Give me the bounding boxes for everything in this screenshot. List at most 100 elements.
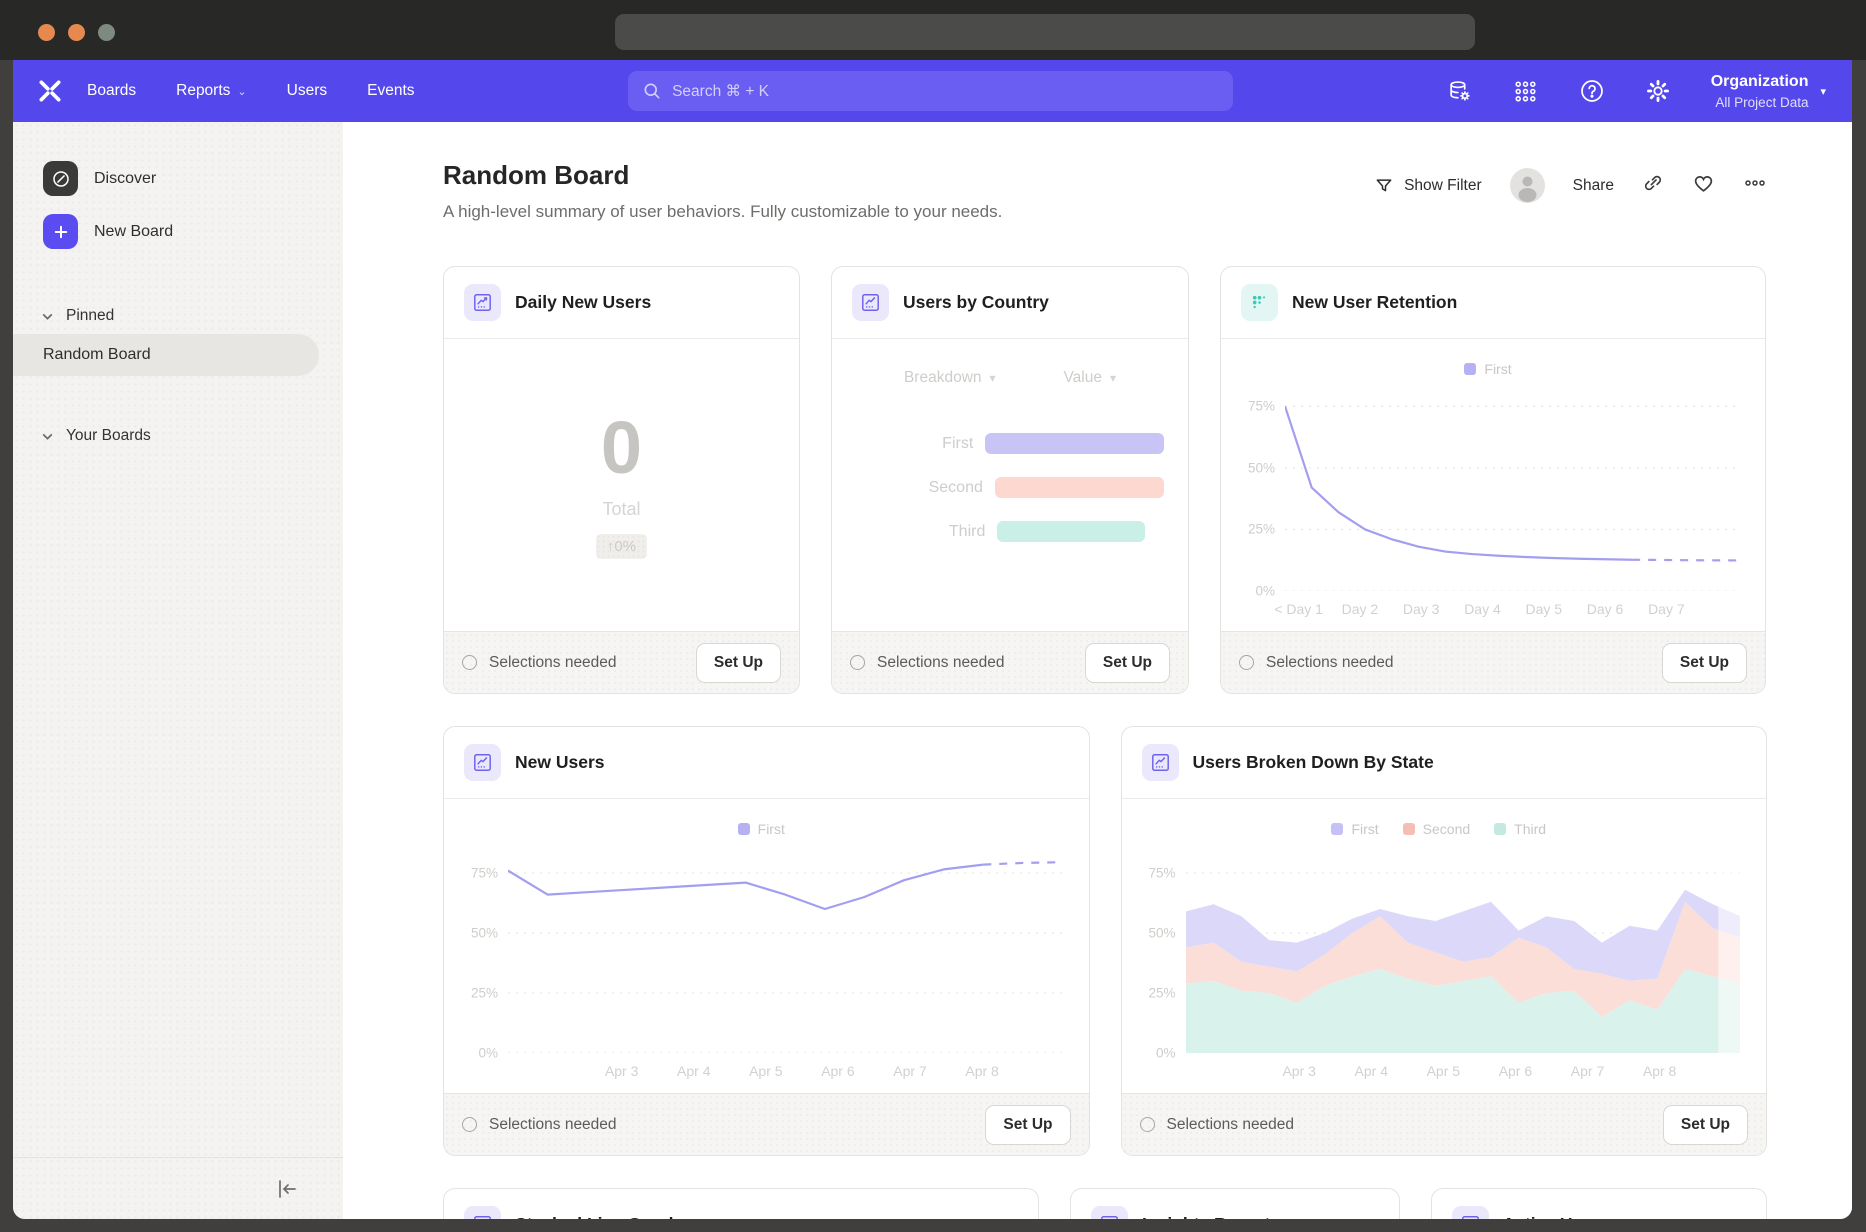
line-chart-icon <box>1452 1206 1489 1219</box>
card-users-by-state: Users Broken Down By State FirstSecondTh… <box>1121 726 1768 1156</box>
legend-swatch <box>738 823 750 835</box>
sidebar-section-pinned[interactable]: Pinned <box>13 298 343 334</box>
nav-item-users[interactable]: Users <box>287 82 327 100</box>
cards-row-3: Stacked Line Graph <box>443 1188 1767 1219</box>
card-footer: Selections needed Set Up <box>832 631 1188 693</box>
page-subtitle: A high-level summary of user behaviors. … <box>443 202 1002 222</box>
apps-grid-icon[interactable] <box>1513 78 1539 104</box>
y-axis-label: 0% <box>1255 584 1275 599</box>
card-daily-new-users: Daily New Users 0 Total ↑0% <box>443 266 800 694</box>
chart-canvas <box>508 849 1063 1053</box>
radio-circle-icon <box>1140 1117 1155 1132</box>
org-subtitle: All Project Data <box>1711 95 1809 110</box>
nav-item-boards[interactable]: Boards <box>87 82 136 100</box>
x-axis-label: Day 7 <box>1648 601 1685 617</box>
breakdown-dropdown[interactable]: Breakdown ▾ <box>904 369 996 387</box>
share-button[interactable]: Share <box>1573 177 1614 195</box>
window-close-button[interactable] <box>38 24 55 41</box>
nav-right-icons: Organization All Project Data ▾ <box>1447 73 1826 110</box>
card-new-user-retention: New User Retention First75%50%25%0%< Day… <box>1220 266 1766 694</box>
card-title: New Users <box>515 752 605 773</box>
card-header: Daily New Users <box>444 267 799 339</box>
legend-item: First <box>1331 821 1378 837</box>
favorite-heart-icon[interactable] <box>1692 172 1715 200</box>
bar <box>997 521 1145 542</box>
x-axis-label: Day 5 <box>1525 601 1562 617</box>
x-axis-label: Apr 8 <box>965 1063 998 1079</box>
board-header: Random Board A high-level summary of use… <box>443 160 1767 222</box>
metric-label: Total <box>602 499 640 520</box>
set-up-button[interactable]: Set Up <box>1085 643 1170 683</box>
data-settings-icon[interactable] <box>1447 78 1473 104</box>
x-axis-label: Day 3 <box>1403 601 1440 617</box>
nav-item-label: Reports <box>176 82 230 100</box>
set-up-button[interactable]: Set Up <box>985 1105 1070 1145</box>
radio-circle-icon <box>1239 655 1254 670</box>
chevron-down-icon: ▾ <box>1820 85 1826 98</box>
radio-circle-icon <box>462 1117 477 1132</box>
legend-item: Third <box>1494 821 1546 837</box>
set-up-button[interactable]: Set Up <box>1662 643 1747 683</box>
card-active-users: Active Users <box>1431 1188 1767 1219</box>
board-header-text: Random Board A high-level summary of use… <box>443 160 1002 222</box>
bar-row: Third <box>856 521 1164 542</box>
mixpanel-logo-icon[interactable] <box>13 78 87 104</box>
card-new-users: New Users First75%50%25%0%Apr 3Apr 4Apr … <box>443 726 1090 1156</box>
radio-circle-icon <box>462 655 477 670</box>
retention-line-chart: First75%50%25%0%< Day 1Day 2Day 3Day 4Da… <box>1237 355 1739 623</box>
window-minimize-button[interactable] <box>68 24 85 41</box>
line-chart-icon <box>464 1206 501 1219</box>
board-actions: Show Filter Share <box>1374 168 1767 203</box>
card-header: New Users <box>444 727 1089 799</box>
cards-grid: Daily New Users 0 Total ↑0% <box>443 266 1767 1219</box>
y-axis-label: 75% <box>1148 866 1175 881</box>
help-icon[interactable] <box>1579 78 1605 104</box>
status-text: Selections needed <box>877 654 1005 672</box>
line-chart-icon <box>1091 1206 1128 1219</box>
value-dropdown[interactable]: Value ▾ <box>1063 369 1116 387</box>
bar-label: Second <box>856 479 983 497</box>
radio-circle-icon <box>850 655 865 670</box>
more-options-icon[interactable] <box>1743 171 1767 200</box>
collapse-sidebar-icon[interactable] <box>275 1177 299 1201</box>
sidebar-section-your-boards[interactable]: Your Boards <box>13 418 343 454</box>
chart-controls: Breakdown ▾ Value ▾ <box>856 369 1164 387</box>
window-zoom-button[interactable] <box>98 24 115 41</box>
chart-canvas <box>1186 849 1741 1053</box>
sidebar-item-label: Discover <box>94 170 156 188</box>
address-bar[interactable] <box>615 14 1475 50</box>
show-filter-button[interactable]: Show Filter <box>1374 176 1482 196</box>
avatar[interactable] <box>1510 168 1545 203</box>
sidebar-item-new-board[interactable]: New Board <box>13 205 343 258</box>
x-axis-label: Apr 6 <box>821 1063 854 1079</box>
screenshot-canvas: Boards Reports⌄ Users Events Search ⌘ + … <box>0 0 1866 1232</box>
nav-item-events[interactable]: Events <box>367 82 414 100</box>
search-input[interactable]: Search ⌘ + K <box>628 71 1233 111</box>
nav-item-reports[interactable]: Reports⌄ <box>176 82 247 100</box>
copy-link-icon[interactable] <box>1642 172 1664 199</box>
org-selector[interactable]: Organization All Project Data ▾ <box>1711 73 1826 110</box>
legend-swatch <box>1494 823 1506 835</box>
set-up-button[interactable]: Set Up <box>1663 1105 1748 1145</box>
bar-label: Third <box>856 523 985 541</box>
card-header: New User Retention <box>1221 267 1765 339</box>
sidebar-item-random-board[interactable]: Random Board <box>13 334 319 376</box>
sidebar-item-label: New Board <box>94 223 173 241</box>
legend-label: First <box>1351 821 1378 837</box>
new-users-line-chart: First75%50%25%0%Apr 3Apr 4Apr 5Apr 6Apr … <box>460 815 1063 1085</box>
x-axis-label: Apr 8 <box>1643 1063 1676 1079</box>
sidebar-item-discover[interactable]: Discover <box>13 152 343 205</box>
nav-item-label: Users <box>287 82 327 100</box>
y-axis-labels: 75%50%25%0% <box>1138 849 1186 1053</box>
metric-value: 0 <box>601 411 642 485</box>
bar-row: First <box>856 433 1164 454</box>
x-axis-label: < Day 1 <box>1274 601 1323 617</box>
board-main: Random Board A high-level summary of use… <box>343 122 1852 1219</box>
settings-gear-icon[interactable] <box>1645 78 1671 104</box>
cards-row-1: Daily New Users 0 Total ↑0% <box>443 266 1767 694</box>
x-axis-label: Apr 7 <box>893 1063 926 1079</box>
card-users-by-country: Users by Country Breakdown ▾ Value <box>831 266 1189 694</box>
card-footer: Selections needed Set Up <box>1221 631 1765 693</box>
line-chart-icon <box>1142 744 1179 781</box>
set-up-button[interactable]: Set Up <box>696 643 781 683</box>
